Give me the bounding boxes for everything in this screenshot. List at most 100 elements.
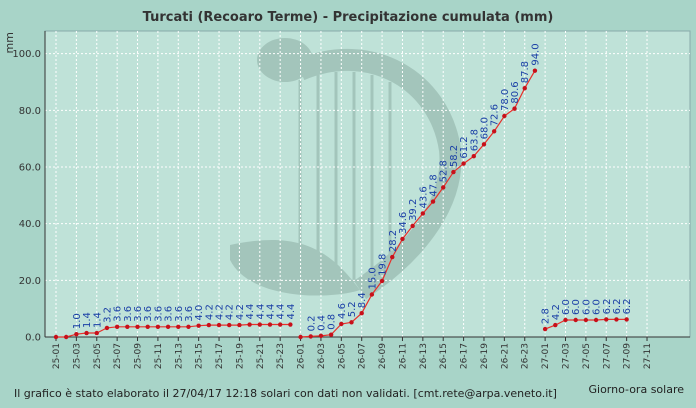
data-label: 6.2 [622,299,633,315]
data-label: 80.6 [510,81,521,103]
y-tick-label: 100.0 [12,49,41,60]
data-point [227,322,232,328]
data-point [359,311,364,316]
data-point [63,334,69,340]
data-point [135,324,140,329]
data-label: 6.2 [602,299,613,315]
data-point [553,322,558,328]
data-point [267,322,273,327]
data-label: 43.6 [418,186,429,208]
data-point [186,324,191,329]
data-point [420,211,426,216]
data-point [461,161,466,166]
x-tick-label: 25-13 [174,343,184,369]
data-label: 6.0 [571,299,582,315]
data-point [288,322,293,327]
data-label: 39.2 [408,199,419,221]
x-tick-label: 26-15 [439,343,449,369]
x-tick-label: 25-17 [215,343,225,369]
data-point [441,185,446,190]
x-tick-label: 25-15 [195,343,205,369]
data-point [196,323,201,328]
y-tick-label: 40.0 [19,219,41,230]
data-point [257,322,262,327]
data-label: 87.8 [520,61,531,83]
data-label: 3.2 [102,307,113,323]
data-label: 72.6 [490,104,501,126]
data-label: 4.4 [265,304,276,320]
data-label: 4.2 [215,304,226,320]
data-label: 52.8 [439,160,450,182]
data-label: 6.2 [612,299,623,315]
x-tick-label: 27-03 [562,343,572,369]
data-label: 4.4 [286,304,297,320]
data-point [349,320,354,325]
data-label: 3.6 [133,306,144,322]
data-label: 58.2 [449,145,460,167]
data-label: 34.6 [398,212,409,234]
data-label: 4.4 [255,304,266,320]
data-point [155,324,161,329]
data-label: 28.2 [388,230,399,252]
data-point [328,332,334,337]
footer-note: Il grafico è stato elaborato il 27/04/17… [14,387,557,400]
data-label: 4.4 [245,304,256,320]
x-tick-label: 27-07 [602,343,612,369]
data-point [563,317,568,323]
data-label: 8.4 [357,292,368,308]
data-label: 4.2 [551,304,562,320]
data-point [247,322,252,327]
data-point [308,334,313,339]
x-tick-label: 27-09 [623,343,633,369]
x-tick-label: 27-11 [643,343,653,369]
data-label: 61.2 [459,136,470,158]
plot-area [44,30,691,338]
data-point [390,254,395,260]
axes: 0.0 20.0 40.0 60.0 80.0 100.0 25-01 25-03 25-05 2… [12,31,690,369]
data-point [125,324,130,329]
data-point [114,324,120,329]
watermark-logo [230,38,462,300]
data-point [400,236,405,242]
x-tick-label: 26-09 [378,343,388,369]
series [53,68,629,340]
data-label: 6.0 [561,299,572,315]
data-label: 1.4 [92,312,103,328]
data-point [277,322,283,327]
data-point [542,326,548,332]
y-tick-label: 80.0 [19,106,41,117]
data-point [379,278,385,284]
data-point [522,86,527,91]
data-point [583,317,589,323]
data-point [624,317,629,322]
data-label: 3.6 [153,306,164,322]
data-label: 3.6 [123,306,134,322]
x-tick-label: 26-07 [358,343,368,369]
data-label: 47.8 [429,174,440,196]
data-point [176,324,181,329]
data-point [532,68,538,73]
data-label: 63.8 [469,129,480,151]
x-tick-label: 26-17 [460,343,470,369]
data-label: 3.6 [113,306,124,322]
data-point [593,317,599,323]
data-point [104,325,110,331]
data-point [318,333,324,339]
data-point [451,169,456,175]
grid [45,31,690,338]
data-label: 4.2 [235,304,246,320]
data-label: 3.6 [164,306,175,322]
data-label: 3.6 [174,306,185,322]
data-point [237,322,242,328]
data-label: 3.6 [184,306,195,322]
chart-title: Turcati (Recoaro Terme) - Precipitazione… [143,10,554,25]
y-axis-label: mm [3,32,16,53]
data-point [430,199,436,204]
y-tick-label: 20.0 [19,276,41,287]
data-label: 15.0 [367,267,378,289]
x-tick-label: 26-11 [398,343,408,369]
x-tick-label: 25-01 [52,343,62,369]
data-label: 5.2 [347,301,358,317]
x-tick-label: 26-01 [297,343,307,369]
